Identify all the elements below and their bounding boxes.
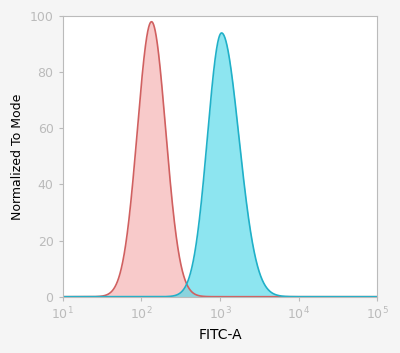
X-axis label: FITC-A: FITC-A (198, 328, 242, 342)
Y-axis label: Normalized To Mode: Normalized To Mode (11, 93, 24, 220)
